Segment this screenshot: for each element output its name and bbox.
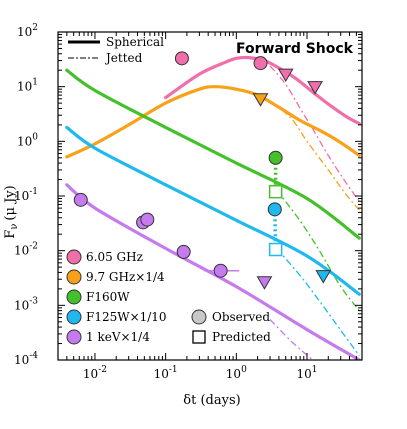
observed-point [267, 202, 282, 217]
observed-point [140, 212, 155, 227]
x-tick-label: 100 [226, 365, 247, 381]
y-axis-label: Fν (μ Jy) [3, 185, 20, 238]
series-legend-marker [66, 249, 82, 265]
series-legend-label: 1 keV×1/4 [86, 330, 150, 344]
y-tick-label: 10-4 [14, 351, 38, 367]
observed-point [176, 244, 191, 259]
observed-point [73, 192, 88, 207]
model-jetted-line [275, 189, 360, 311]
axis-ticks: 10-2 10-1 100 101 10-4 10-3 10-2 10-1 100 101 102 [14, 23, 363, 381]
model-spherical-line [65, 85, 361, 159]
y-axis-label-sub: ν [9, 224, 20, 230]
model-jetted-line [269, 65, 360, 202]
series-legend-marker [66, 289, 82, 305]
model-spherical-line [65, 68, 361, 240]
marker-legend-label: Observed [212, 310, 270, 324]
upper-limit-marker [307, 81, 323, 95]
model-spherical-line [164, 55, 361, 126]
series-legend-label: F125W×1/10 [86, 310, 167, 324]
line-style-legend-label: Spherical [106, 35, 164, 49]
y-tick-label: 10-2 [14, 242, 38, 258]
model-jetted-line [269, 100, 360, 211]
predicted-point [268, 242, 283, 257]
observed-point [268, 150, 283, 165]
y-tick-label: 101 [17, 78, 38, 94]
x-tick-label: 101 [296, 365, 317, 381]
upper-limit-marker [252, 93, 269, 107]
y-axis-label-main: F [3, 230, 18, 239]
upper-limit-marker [256, 276, 273, 290]
x-tick-label: 10-2 [83, 365, 107, 381]
x-axis-label: δt (days) [183, 393, 240, 408]
series-legend-marker [66, 269, 82, 285]
upper-limit-marker [277, 68, 294, 83]
series-legend-marker [66, 329, 82, 345]
y-tick-label: 100 [17, 132, 38, 148]
data-markers [73, 51, 332, 290]
marker-legend-square [192, 330, 206, 344]
model-spherical-line [65, 183, 361, 360]
observed-point [174, 51, 189, 66]
model-curves [65, 55, 361, 360]
line-style-legend-label: Jetted [104, 51, 143, 65]
series-legend-label: F160W [86, 290, 130, 304]
y-tick-label: 10-3 [14, 296, 38, 312]
predicted-point [268, 184, 283, 199]
observed-point [213, 263, 228, 278]
y-tick-label: 10-1 [14, 187, 38, 203]
marker-legend-circle [191, 309, 207, 325]
legend: Spherical Jetted 6.05 GHz 9.7 GHz×1/4 F160W F… [66, 35, 271, 345]
observed-point [253, 56, 268, 71]
x-tick-label: 10-1 [154, 365, 178, 381]
series-legend-label: 6.05 GHz [86, 250, 143, 264]
model-jetted-line [269, 319, 314, 360]
series-legend-label: 9.7 GHz×1/4 [86, 270, 165, 284]
y-tick-label: 102 [17, 23, 38, 39]
marker-legend-label: Predicted [212, 330, 271, 344]
y-axis-label-unit: (μ Jy) [3, 185, 18, 220]
model-spherical-line [65, 125, 361, 296]
series-legend-marker [66, 309, 82, 325]
upper-limit-marker [315, 270, 332, 284]
chart-title: Forward Shock [236, 41, 354, 57]
